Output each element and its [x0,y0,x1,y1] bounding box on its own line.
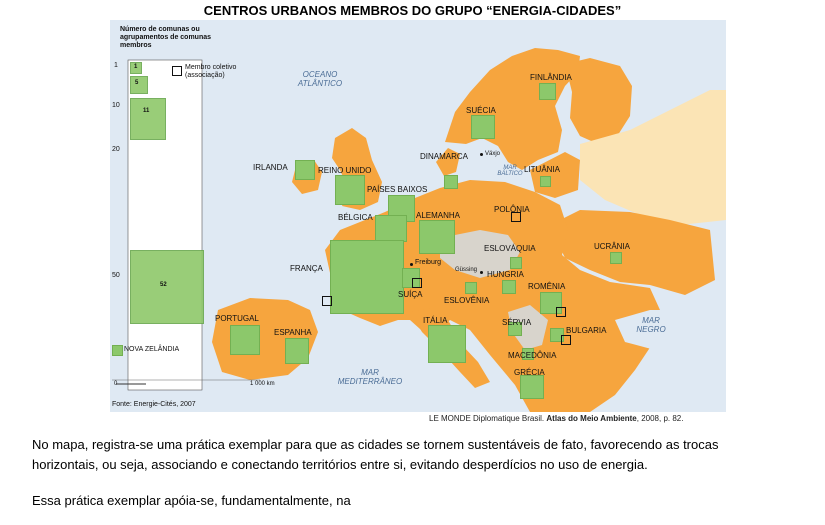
label-greece: GRÉCIA [514,368,545,377]
legend-heading: Número de comunas ou agrupamentos de com… [120,26,212,49]
label-hungary: HUNGRIA [487,270,524,279]
label-lithuania: LITUÂNIA [524,165,561,174]
legend-value-5: 5 [135,80,139,86]
legend-value-1: 1 [134,64,138,70]
sea-mediterranean: MAR MEDITERRÂNEO [337,368,403,386]
label-serbia: SÉRVIA [502,318,532,327]
square-finland [539,83,556,100]
question-line-3: Essa prática exemplar apóia-se, fundamen… [32,493,351,508]
map-credit: LE MONDE Diplomatique Brasil. Atlas do M… [429,414,683,423]
sea-atlantic: OCEANO ATLÂNTICO [297,70,343,88]
land-balkans-grey [508,305,548,350]
collective-bulgaria [561,335,571,345]
label-poland: POLÔNIA [494,205,530,214]
legend-tick-10: 10 [112,102,120,109]
legend-tick-50: 50 [112,272,120,279]
land-scandinavia [445,48,580,170]
legend-square-11 [130,98,166,140]
label-slovenia: ESLOVÊNIA [444,296,490,305]
source-note: Fonte: Energie-Cités, 2007 [112,401,196,408]
credit-prefix: LE MONDE Diplomatique Brasil. [429,414,547,423]
label-denmark: DINAMARCA [420,152,469,161]
label-romania: ROMÊNIA [528,282,566,291]
question-line-1: No mapa, registra-se uma prática exempla… [32,437,719,452]
label-uk: REINO UNIDO [318,166,372,175]
label-portugal: PORTUGAL [215,314,259,323]
label-germany: ALEMANHA [416,211,461,220]
label-netherlands: PAÍSES BAIXOS [367,185,428,194]
sea-baltic: MAR BÁLTICO [497,165,523,177]
label-spain: ESPANHA [274,328,312,337]
square-belgium [375,215,407,242]
land-denmark [436,148,460,176]
nz-square [112,345,123,356]
label-ireland: IRLANDA [253,163,288,172]
label-belgium: BÉLGICA [338,213,373,222]
label-vaxjo: Växjo [485,151,501,157]
label-france: FRANÇA [290,264,323,273]
land-ukraine [550,210,715,295]
square-germany [419,220,455,254]
square-slovenia [465,282,477,294]
label-freiburg: Freiburg [415,259,442,266]
square-hungary [502,280,516,294]
land-russia [580,90,726,225]
scale-bar-label: 1 000 km [250,381,275,387]
label-finland: FINLÂNDIA [530,73,572,82]
square-denmark [444,175,458,189]
label-switzerland: SUÍÇA [398,290,423,299]
land-britain [332,128,382,210]
legend-square-1 [130,62,142,74]
legend-square-5 [130,76,148,94]
land-central [325,180,660,412]
square-sweden [471,115,495,139]
square-uk [335,175,365,205]
square-greece [520,375,544,399]
collective-switzerland [412,278,422,288]
label-bulgaria: BULGARIA [566,326,607,335]
square-ukraine [610,252,622,264]
sea-black: MAR NEGRO [636,316,666,334]
credit-book: Atlas do Meio Ambiente [546,414,637,423]
square-lithuania [540,176,551,187]
label-ukraine: UCRÂNIA [594,242,631,251]
label-macedonia: MACEDÔNIA [508,351,557,360]
city-dot-gussing [480,271,483,274]
city-dot-freiburg [410,263,413,266]
collective-romania [556,307,566,317]
map-base [112,48,726,412]
collective-france [322,296,332,306]
legend-collective-member: Membro coletivo (associação) [185,64,237,79]
legend-value-52: 52 [160,282,167,288]
land-finland [565,58,632,144]
square-italy [428,325,466,363]
question-line-2: horizontais, ou seja, associando e conec… [32,457,648,472]
legend-square-52 [130,250,204,324]
collective-poland [511,212,521,222]
label-gussing: Güssing [455,267,478,273]
collective-member-icon [172,66,182,76]
square-serbia [508,322,522,336]
label-slovakia: ESLOVÁQUIA [484,244,536,253]
label-italy: ITÁLIA [423,316,448,325]
city-dot-vaxjo [480,153,483,156]
map-title: CENTROS URBANOS MEMBROS DO GRUPO “ENERGI… [203,3,622,18]
square-macedonia [522,348,534,360]
legend-tick-1: 1 [114,62,118,69]
label-sweden: SUÉCIA [466,106,496,115]
nz-label: NOVA ZELÂNDIA [124,346,180,353]
europe-map: Número de comunas ou agrupamentos de com… [110,20,726,412]
sea-black [615,310,712,352]
land-czech-austria [440,230,520,278]
square-portugal [230,325,260,355]
credit-suffix: , 2008, p. 82. [636,414,684,423]
square-ireland [295,160,315,180]
legend-tick-20: 20 [112,146,120,153]
square-slovakia [510,257,522,269]
scale-zero: 0 [114,381,118,387]
square-spain [285,338,309,364]
square-france [330,240,404,314]
legend-value-11: 11 [143,108,150,114]
